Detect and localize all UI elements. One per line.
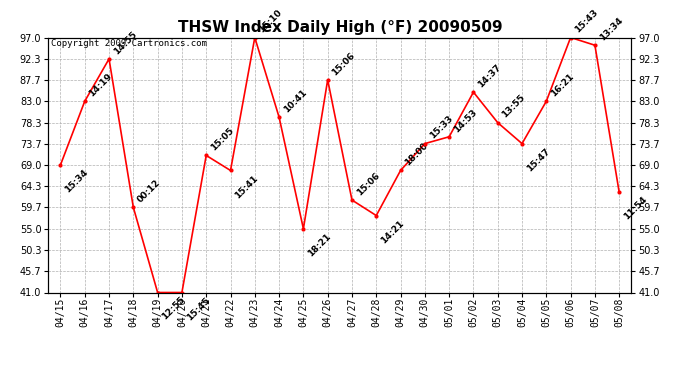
Text: 16:21: 16:21 [549, 72, 575, 99]
Text: 13:34: 13:34 [598, 16, 624, 42]
Text: 18:21: 18:21 [306, 231, 333, 258]
Text: 12:55: 12:55 [160, 295, 187, 322]
Text: 15:43: 15:43 [573, 8, 600, 35]
Text: 15:06: 15:06 [355, 171, 382, 197]
Text: 15:10: 15:10 [257, 8, 284, 35]
Text: 15:06: 15:06 [331, 51, 357, 77]
Text: 14:21: 14:21 [379, 218, 406, 245]
Text: 15:34: 15:34 [63, 168, 90, 195]
Text: 15:41: 15:41 [233, 173, 260, 200]
Text: 13:55: 13:55 [500, 93, 527, 120]
Title: THSW Index Daily High (°F) 20090509: THSW Index Daily High (°F) 20090509 [177, 20, 502, 35]
Text: 15:47: 15:47 [525, 146, 551, 173]
Text: 15:33: 15:33 [428, 114, 454, 141]
Text: 14:53: 14:53 [452, 107, 479, 134]
Text: 00:12: 00:12 [136, 178, 163, 205]
Text: 14:19: 14:19 [88, 72, 115, 99]
Text: Copyright 2009 Cartronics.com: Copyright 2009 Cartronics.com [51, 39, 207, 48]
Text: 11:54: 11:54 [622, 195, 649, 222]
Text: 14:55: 14:55 [112, 29, 139, 56]
Text: 10:41: 10:41 [282, 88, 308, 114]
Text: 14:37: 14:37 [476, 63, 503, 89]
Text: 18:00: 18:00 [404, 141, 430, 168]
Text: 15:45: 15:45 [185, 295, 211, 322]
Text: 15:05: 15:05 [209, 126, 235, 153]
